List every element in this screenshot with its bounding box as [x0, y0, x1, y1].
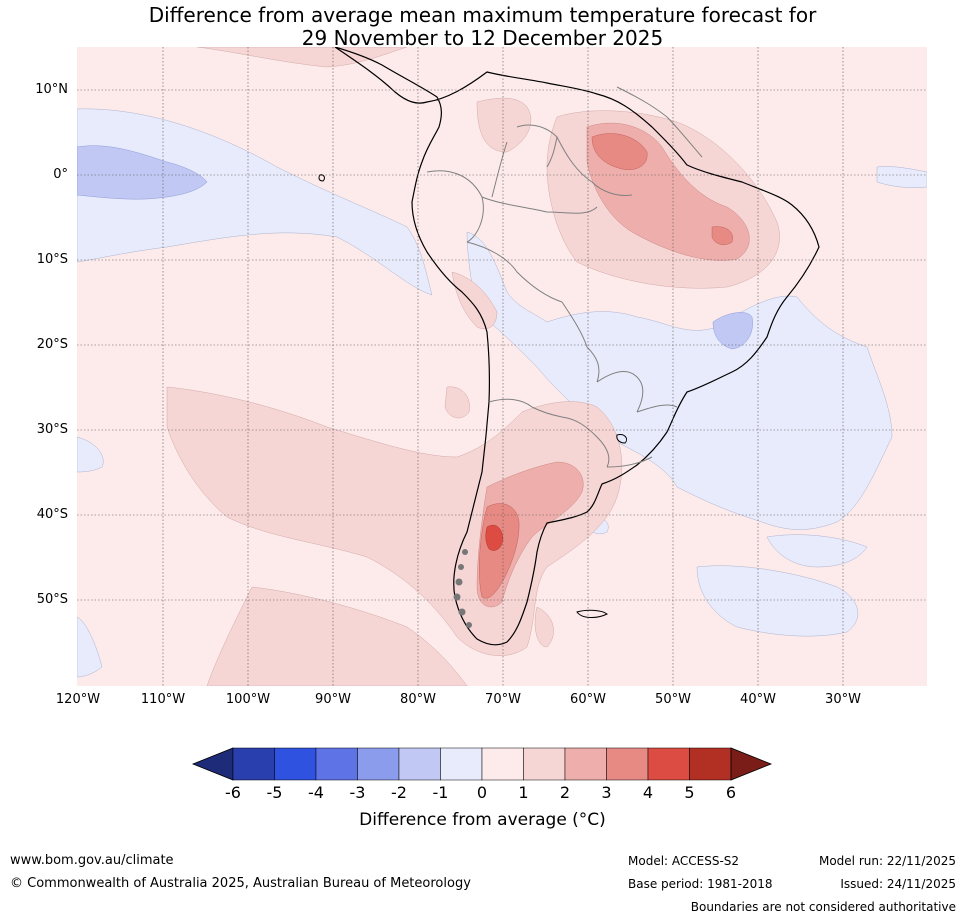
lon-label-110w: 110°W: [140, 692, 186, 707]
colorbar-tick-label: -1: [432, 783, 449, 802]
footer-copyright: © Commonwealth of Australia 2025, Austra…: [10, 876, 471, 891]
anomaly-hottest-region: [485, 524, 504, 551]
footer-disclaimer: Boundaries are not considered authoritat…: [690, 900, 956, 914]
colorbar-tick-label: 0: [476, 783, 488, 802]
lon-label-80w: 80°W: [400, 692, 436, 707]
colorbar-segment: [398, 747, 441, 781]
colorbar-segment: [523, 747, 566, 781]
graticule: [77, 47, 927, 686]
footer-base-period: Base period: 1981-2018: [628, 877, 773, 891]
colorbar-tick-label: 3: [601, 783, 612, 802]
colorbar-segment: [315, 747, 358, 781]
colorbar-tick-label: -2: [391, 783, 407, 802]
south-america-coastline: [334, 47, 820, 646]
anomaly-cool-regions: [77, 108, 927, 678]
colorbar-segment: [606, 747, 649, 781]
colorbar-high-arrow: [730, 747, 773, 781]
footer-issued: Issued: 24/11/2025: [840, 877, 956, 891]
lon-label-120w: 120°W: [55, 692, 101, 707]
lon-label-50w: 50°W: [655, 692, 691, 707]
colorbar-segment: [232, 747, 275, 781]
colorbar-tick-label: -3: [349, 783, 366, 802]
lon-label-90w: 90°W: [315, 692, 351, 707]
colorbar-segment: [689, 747, 732, 781]
lon-label-100w: 100°W: [225, 692, 271, 707]
lon-label-70w: 70°W: [485, 692, 521, 707]
colorbar-tick-label: 6: [725, 783, 737, 802]
colorbar-tick-label: 1: [518, 783, 529, 802]
colorbar-title: Difference from average (°C): [359, 810, 606, 830]
colorbar: [191, 747, 773, 781]
colorbar-segment: [481, 747, 524, 781]
lat-label-10n: 10°N: [35, 82, 68, 97]
lat-label-0: 0°: [53, 167, 68, 182]
colorbar-segment: [647, 747, 690, 781]
colorbar-low-arrow: [191, 747, 234, 781]
title-line-2: 29 November to 12 December 2025: [301, 26, 664, 50]
colorbar-tick-label: 4: [642, 783, 654, 802]
lat-label-20s: 20°S: [36, 337, 68, 352]
colorbar-segment: [440, 747, 483, 781]
lat-label-10s: 10°S: [36, 252, 68, 267]
colorbar-tick-label: 2: [559, 783, 571, 802]
colorbar-segment: [274, 747, 317, 781]
anomaly-cooler-regions: [77, 145, 753, 350]
colorbar-segment: [357, 747, 400, 781]
map-canvas: [77, 47, 927, 686]
lon-label-30w: 30°W: [825, 692, 861, 707]
lat-label-40s: 40°S: [36, 507, 68, 522]
colorbar-tick-label: 5: [684, 783, 695, 802]
title-line-1: Difference from average mean maximum tem…: [148, 3, 817, 27]
forecast-map: [77, 47, 927, 686]
footer-url: www.bom.gov.au/climate: [10, 853, 174, 868]
lon-label-40w: 40°W: [740, 692, 776, 707]
lat-label-50s: 50°S: [36, 592, 68, 607]
colorbar-tick-label: -5: [266, 783, 283, 802]
footer-model: Model: ACCESS-S2: [628, 854, 740, 868]
country-borders: [426, 86, 703, 468]
map-title: Difference from average mean maximum tem…: [0, 4, 965, 50]
lat-label-30s: 30°S: [36, 422, 68, 437]
colorbar-segment: [564, 747, 607, 781]
colorbar-tick-label: -6: [225, 783, 241, 802]
colorbar-tick-label: -4: [308, 783, 324, 802]
footer-model-run: Model run: 22/11/2025: [818, 854, 956, 868]
chilean-archipelago: [453, 549, 472, 628]
lon-label-60w: 60°W: [570, 692, 606, 707]
